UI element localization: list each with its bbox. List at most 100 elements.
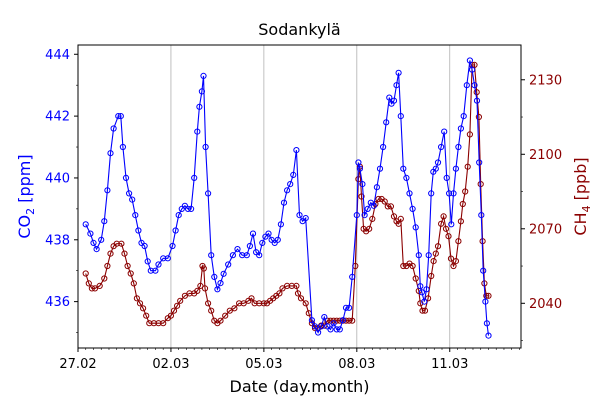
y-left-label-prefix: CO [15, 215, 34, 239]
series-layer [82, 57, 492, 339]
co2-point-128 [471, 82, 478, 89]
ch4-point-11 [121, 250, 128, 257]
x-tick-label-4: 11.03 [431, 357, 468, 372]
ch4-point-126 [475, 113, 482, 121]
co2-point-6 [104, 187, 111, 194]
co2-point-56 [268, 236, 275, 243]
y-right-tick-label-3: 2130 [529, 73, 562, 88]
co2-point-38 [205, 190, 212, 197]
ch4-point-108 [432, 250, 439, 257]
x-tick-label-1: 02.03 [152, 357, 189, 372]
co2-point-87 [364, 205, 371, 212]
co2-point-8 [110, 125, 117, 132]
ch4-point-77 [349, 317, 356, 324]
ch4-point-120 [462, 188, 469, 195]
co2-point-108 [421, 298, 428, 305]
co2-point-70 [315, 329, 322, 336]
co2-point-31 [188, 205, 195, 212]
y-left-label-subscript: 2 [24, 208, 37, 215]
series-line-co2 [85, 60, 490, 336]
co2-point-80 [346, 304, 353, 311]
co2-point-28 [178, 205, 185, 212]
co2-point-131 [478, 212, 485, 219]
ch4-point-95 [397, 215, 404, 222]
co2-point-103 [409, 205, 416, 212]
co2-point-15 [132, 212, 139, 219]
co2-point-129 [473, 97, 481, 104]
co2-point-12 [122, 174, 130, 181]
y-axis-right-label: CH4 [ppb] [571, 157, 593, 235]
ch4-point-99 [409, 262, 416, 270]
co2-point-9 [115, 113, 122, 120]
co2-point-86 [361, 212, 368, 219]
co2-point-124 [460, 113, 467, 120]
co2-point-78 [339, 317, 346, 324]
ch4-point-103 [419, 307, 426, 314]
ch4-point-2 [88, 285, 96, 292]
ch4-point-12 [124, 262, 131, 270]
co2-point-72 [321, 314, 328, 321]
ch4-point-37 [208, 307, 215, 314]
co2-point-42 [217, 280, 224, 287]
co2-point-24 [164, 255, 171, 262]
co2-point-68 [308, 317, 315, 324]
co2-point-34 [196, 103, 203, 110]
ch4-point-130 [483, 292, 490, 299]
co2-point-76 [333, 326, 340, 333]
ch4-point-113 [445, 233, 452, 240]
ch4-point-109 [434, 243, 442, 250]
co2-point-98 [395, 69, 402, 76]
x-tick-label-3: 08.03 [338, 357, 375, 372]
co2-point-119 [448, 221, 455, 228]
ch4-point-104 [421, 307, 429, 314]
co2-point-113 [432, 165, 439, 172]
ch4-point-27 [177, 297, 184, 304]
co2-point-81 [349, 273, 356, 280]
co2-point-91 [376, 165, 384, 172]
co2-point-43 [220, 270, 227, 277]
ch4-point-111 [440, 213, 447, 220]
co2-point-49 [246, 242, 253, 250]
y-left-label-suffix: [ppm] [15, 154, 34, 207]
ch4-point-90 [384, 203, 391, 210]
ch4-point-25 [170, 307, 178, 314]
co2-point-135 [485, 332, 492, 339]
co2-point-55 [265, 230, 272, 237]
ch4-point-125 [473, 89, 480, 96]
co2-point-19 [144, 258, 151, 265]
ch4-point-4 [96, 282, 103, 289]
x-axis-label: Date (day.month) [230, 377, 370, 396]
ch4-point-56 [279, 285, 286, 292]
co2-point-100 [400, 165, 407, 172]
ch4-point-76 [346, 317, 353, 324]
ch4-point-16 [136, 300, 144, 307]
co2-point-61 [284, 187, 291, 194]
series-co2 [82, 57, 492, 339]
y-right-tick-label-0: 2040 [529, 297, 562, 312]
co2-point-14 [129, 196, 136, 203]
co2-point-116 [441, 128, 448, 135]
co2-point-23 [160, 255, 167, 262]
co2-point-82 [353, 212, 360, 219]
co2-point-53 [259, 239, 266, 246]
co2-point-121 [452, 165, 459, 172]
x-tick-label-0: 27.02 [59, 357, 96, 372]
ch4-point-18 [143, 312, 150, 319]
co2-point-79 [342, 304, 350, 311]
ch4-point-124 [471, 61, 478, 69]
ch4-point-116 [452, 258, 459, 265]
co2-point-106 [417, 283, 424, 290]
co2-point-21 [152, 267, 159, 274]
ch4-point-19 [146, 320, 153, 327]
co2-point-32 [191, 174, 198, 181]
ch4-point-107 [430, 258, 437, 265]
co2-point-92 [380, 143, 387, 151]
co2-point-5 [101, 218, 108, 225]
ch4-point-14 [130, 280, 137, 287]
co2-point-122 [455, 143, 462, 151]
co2-point-33 [194, 128, 201, 135]
ch4-point-24 [167, 312, 174, 319]
co2-point-134 [483, 320, 490, 327]
